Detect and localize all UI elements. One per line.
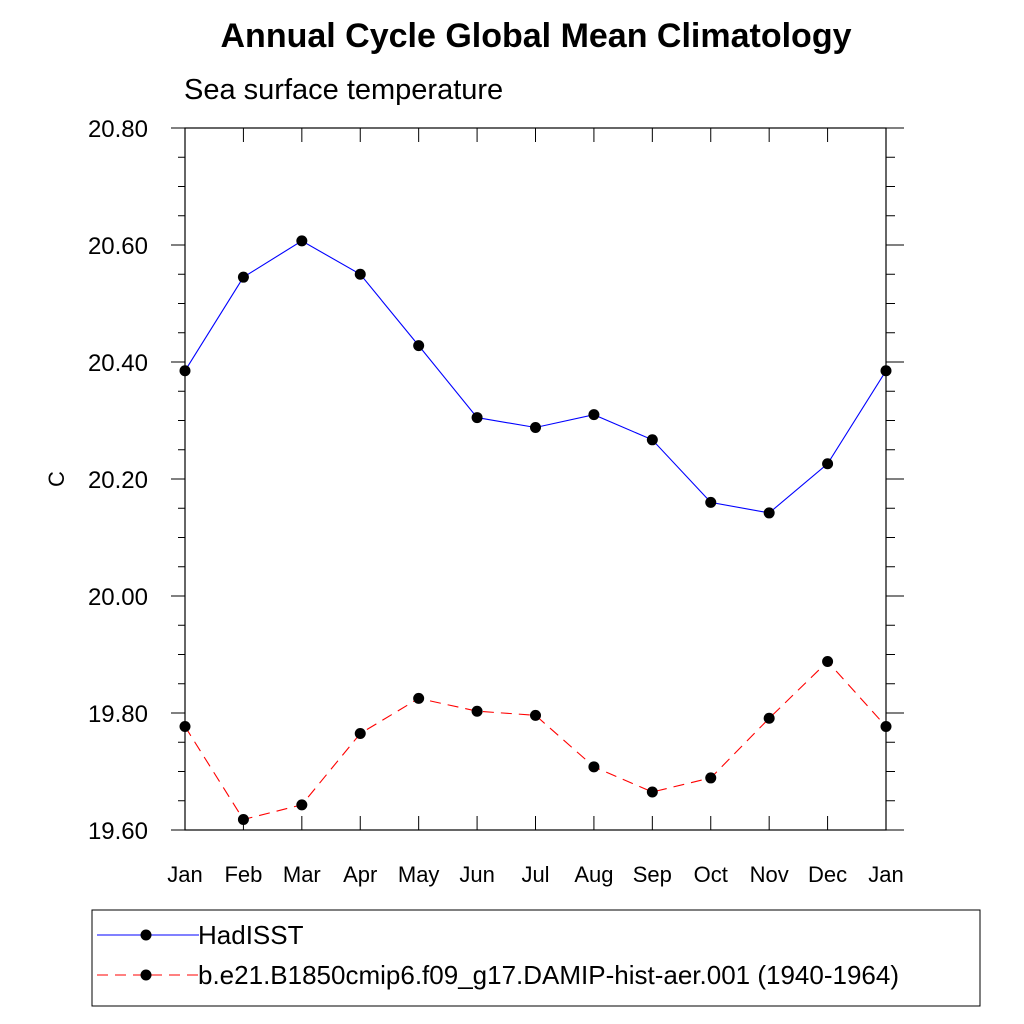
x-tick-label: Aug xyxy=(574,862,613,887)
y-tick-label: 20.40 xyxy=(88,350,148,377)
x-tick-label: Jan xyxy=(167,862,202,887)
legend-box xyxy=(91,909,981,1007)
series-0-point xyxy=(588,409,600,421)
y-tick-label: 19.80 xyxy=(88,701,148,728)
x-tick-label: May xyxy=(398,862,440,887)
series-0-point xyxy=(646,434,658,446)
series-1-point xyxy=(354,727,366,739)
legend-marker-hadisst xyxy=(140,929,152,941)
legend: HadISST b.e21.B1850cmip6.f09_g17.DAMIP-h… xyxy=(91,909,981,1007)
x-axis-ticks: Jan Feb Mar Apr May Jun Jul Aug Sep Oct Nov Dec Jan xyxy=(167,128,904,887)
y-tick-label: 19.60 xyxy=(88,818,148,845)
series-1-point xyxy=(822,656,834,668)
series-0-point xyxy=(705,496,717,508)
series-1-point xyxy=(413,692,425,704)
series-0-point xyxy=(354,268,366,280)
legend-marker-model xyxy=(140,969,152,981)
x-tick-label: Dec xyxy=(808,862,847,887)
x-tick-label: Oct xyxy=(694,862,728,887)
y-axis-label: C xyxy=(44,471,69,487)
x-tick-label: Nov xyxy=(750,862,789,887)
series-0-point xyxy=(763,507,775,519)
series-line-1 xyxy=(184,660,887,821)
series-0-point xyxy=(530,422,541,434)
y-tick-label: 20.00 xyxy=(88,584,148,611)
series-1-point xyxy=(530,709,541,721)
series-1-point xyxy=(471,705,483,717)
x-tick-label: Jun xyxy=(459,862,494,887)
series-0-point xyxy=(880,365,892,377)
series-0-point xyxy=(413,340,425,352)
plot-frame xyxy=(184,127,887,831)
series-line-0 xyxy=(184,240,887,514)
y-axis-ticks: 19.60 19.80 20.00 20.20 20.40 20.60 20.80 xyxy=(88,116,904,845)
x-tick-label: Mar xyxy=(283,862,321,887)
series-0-point xyxy=(822,458,834,470)
x-tick-label: Jan xyxy=(868,862,903,887)
y-tick-label: 20.20 xyxy=(88,467,148,494)
series-1-point xyxy=(763,712,775,724)
chart-subtitle: Sea surface temperature xyxy=(184,74,503,106)
x-tick-label: Feb xyxy=(224,862,262,887)
series-1-point xyxy=(588,761,600,773)
series-0-point xyxy=(237,271,249,283)
series-0-point xyxy=(471,412,483,424)
series-1-point xyxy=(296,799,308,811)
series-1-point xyxy=(179,720,191,732)
plot-border xyxy=(184,127,887,831)
x-tick-label: Apr xyxy=(343,862,377,887)
y-tick-label: 20.80 xyxy=(88,116,148,143)
series-1-point xyxy=(237,813,249,825)
legend-label-hadisst: HadISST xyxy=(198,920,304,950)
series-1-point xyxy=(705,772,717,784)
legend-label-model: b.e21.B1850cmip6.f09_g17.DAMIP-hist-aer.… xyxy=(198,960,899,990)
series-1-point xyxy=(880,720,892,732)
x-tick-label: Jul xyxy=(521,862,549,887)
series-0-point xyxy=(296,235,308,247)
series-1-point xyxy=(646,786,658,798)
series-layer xyxy=(179,235,892,825)
series-0-point xyxy=(179,365,191,377)
y-tick-label: 20.60 xyxy=(88,233,148,260)
x-tick-label: Sep xyxy=(633,862,672,887)
chart-title: Annual Cycle Global Mean Climatology xyxy=(221,17,852,55)
